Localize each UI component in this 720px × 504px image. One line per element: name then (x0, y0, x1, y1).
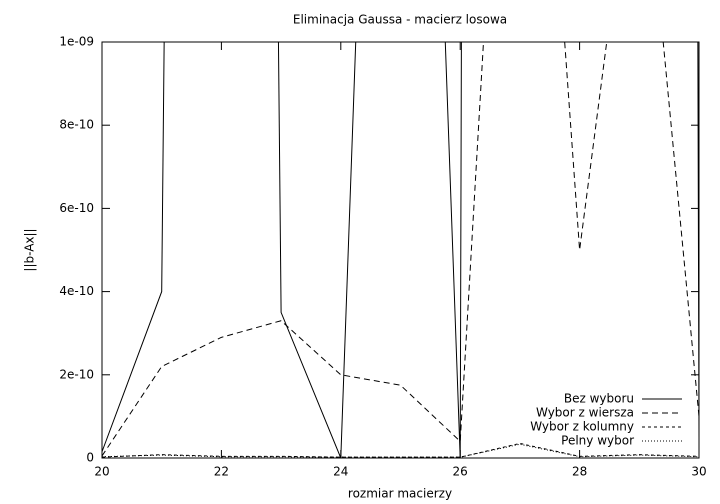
x-axis-label: rozmiar macierzy (348, 487, 452, 501)
x-tick-label: 30 (691, 465, 706, 479)
x-tick-label: 26 (453, 465, 468, 479)
x-tick-label: 20 (94, 465, 109, 479)
legend-label: Pelny wybor (561, 434, 634, 448)
series-line (102, 442, 699, 458)
y-tick-label: 1e-09 (59, 35, 94, 49)
series-line (102, 443, 699, 458)
chart-title: Eliminacja Gaussa - macierz losowa (293, 13, 507, 27)
series-line (102, 42, 699, 457)
x-tick-label: 22 (214, 465, 229, 479)
series-line (102, 42, 699, 458)
y-tick-label: 4e-10 (59, 284, 94, 298)
y-tick-label: 0 (86, 451, 94, 465)
legend-label: Wybor z kolumny (530, 420, 634, 434)
x-tick-label: 24 (333, 465, 348, 479)
y-tick-label: 2e-10 (59, 367, 94, 381)
legend-label: Wybor z wiersza (536, 406, 634, 420)
y-axis-label: ||b-Ax|| (23, 228, 37, 271)
legend-label: Bez wyboru (564, 392, 634, 406)
plot-area (102, 42, 699, 458)
y-tick-label: 8e-10 (59, 118, 94, 132)
plot-frame (101, 41, 700, 459)
y-tick-label: 6e-10 (59, 201, 94, 215)
x-tick-label: 28 (572, 465, 587, 479)
